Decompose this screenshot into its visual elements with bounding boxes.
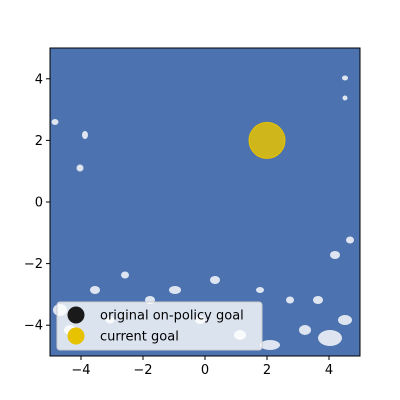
- goal-markers: [248, 121, 286, 159]
- field-light-patch: [82, 131, 88, 139]
- field-light-patch: [338, 315, 352, 325]
- field-light-patch: [169, 286, 181, 294]
- field-light-patch: [342, 95, 348, 101]
- legend-swatch: [67, 327, 85, 345]
- field-light-patch: [318, 330, 342, 346]
- field-light-patch: [210, 276, 220, 284]
- legend: original on-policy goal current goal: [56, 301, 263, 351]
- field-light-patch: [260, 340, 280, 350]
- y-axis: −4 −2 0 2 4: [24, 72, 50, 334]
- field-light-patch: [330, 251, 340, 259]
- legend-label: original on-policy goal: [100, 309, 244, 324]
- x-tick-label: 4: [325, 363, 333, 378]
- y-tick-label: −2: [24, 257, 43, 272]
- x-tick-label: 0: [201, 363, 209, 378]
- x-tick-label: −4: [71, 363, 90, 378]
- x-tick-label: −2: [133, 363, 152, 378]
- legend-box: [56, 301, 263, 351]
- goal-marker-point: [248, 121, 286, 159]
- legend-swatch: [67, 306, 85, 324]
- y-tick-label: 4: [35, 72, 43, 87]
- x-axis: −4 −2 0 2 4: [71, 356, 333, 378]
- field-light-patch: [346, 236, 354, 244]
- field-light-patch: [313, 296, 323, 304]
- field-light-patch: [342, 75, 348, 81]
- field-light-patch: [299, 325, 311, 335]
- y-tick-label: 0: [35, 196, 43, 211]
- x-tick-label: 2: [263, 363, 271, 378]
- field-light-patch: [121, 271, 129, 279]
- y-tick-label: −4: [24, 319, 43, 334]
- y-tick-label: 2: [35, 134, 43, 149]
- legend-label: current goal: [100, 330, 179, 345]
- field-light-patch: [51, 119, 59, 125]
- field-light-patch: [256, 287, 264, 293]
- field-light-patch: [76, 164, 84, 172]
- field-light-patch: [90, 286, 100, 294]
- field-light-patch: [286, 296, 294, 304]
